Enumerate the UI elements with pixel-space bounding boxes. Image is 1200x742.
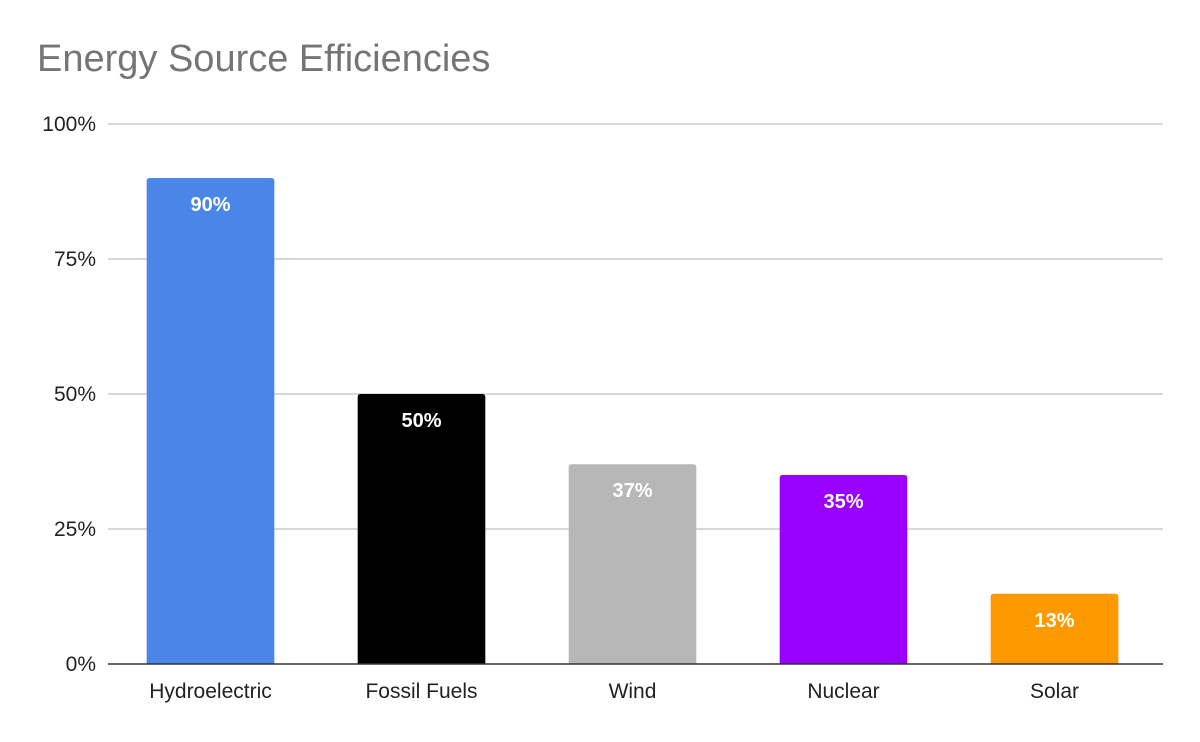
- y-tick-label: 75%: [54, 248, 96, 271]
- y-tick-label: 50%: [54, 383, 96, 406]
- x-axis-categories: Hydroelectric Fossil Fuels Wind Nuclear Sola…: [149, 680, 1079, 703]
- data-label: 37%: [612, 480, 652, 502]
- x-category-label: Nuclear: [807, 680, 879, 703]
- bars: [146, 178, 1119, 664]
- y-tick-label: 0%: [66, 653, 96, 676]
- bar-hydroelectric: [146, 178, 275, 664]
- x-category-label: Hydroelectric: [149, 680, 272, 703]
- bar-solar: [990, 593, 1119, 664]
- x-category-label: Wind: [609, 680, 657, 703]
- data-label: 35%: [823, 491, 863, 513]
- x-category-label: Fossil Fuels: [365, 680, 477, 703]
- bar-fossil-fuels: [357, 394, 486, 664]
- data-label: 50%: [401, 410, 441, 432]
- bar-nuclear: [779, 475, 908, 664]
- y-tick-label: 25%: [54, 518, 96, 541]
- y-tick-label: 100%: [42, 113, 96, 136]
- y-axis-ticks: 0% 25% 50% 75% 100%: [42, 113, 96, 676]
- x-category-label: Solar: [1030, 680, 1079, 703]
- data-labels: 90% 50% 37% 35% 13%: [190, 194, 1074, 632]
- gridlines: [108, 123, 1163, 530]
- data-label: 90%: [190, 194, 230, 216]
- chart-title: Energy Source Efficiencies: [37, 38, 491, 80]
- bar-wind: [568, 464, 697, 664]
- data-label: 13%: [1034, 610, 1074, 632]
